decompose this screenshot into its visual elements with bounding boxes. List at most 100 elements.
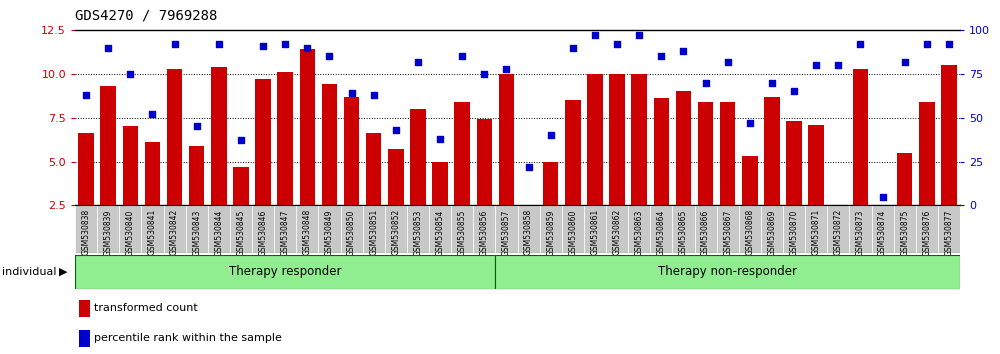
Text: GSM530877: GSM530877: [944, 209, 953, 256]
Bar: [831, 205, 846, 249]
Bar: [211, 67, 227, 249]
Text: GSM530876: GSM530876: [922, 209, 931, 256]
Bar: [255, 79, 271, 249]
Point: [78, 92, 94, 98]
Bar: [495, 255, 960, 289]
Bar: [473, 205, 495, 253]
Bar: [208, 205, 230, 253]
Text: GSM530873: GSM530873: [856, 209, 865, 256]
Bar: [786, 121, 802, 249]
Bar: [717, 205, 739, 253]
Bar: [300, 49, 315, 249]
Bar: [783, 205, 805, 253]
Bar: [274, 205, 296, 253]
Point: [565, 45, 581, 50]
Bar: [849, 205, 872, 253]
Bar: [720, 102, 735, 249]
Bar: [388, 149, 404, 249]
Point: [764, 80, 780, 85]
Point: [211, 41, 227, 47]
Text: ▶: ▶: [59, 267, 68, 277]
Point: [587, 33, 603, 38]
Point: [122, 71, 138, 77]
Bar: [631, 74, 647, 249]
Bar: [562, 205, 584, 253]
Point: [698, 80, 714, 85]
Point: [521, 164, 537, 170]
Text: GSM530854: GSM530854: [436, 209, 445, 256]
Bar: [97, 205, 119, 253]
Point: [543, 132, 559, 138]
Text: GSM530859: GSM530859: [546, 209, 555, 256]
Bar: [941, 65, 957, 249]
Point: [454, 53, 470, 59]
Bar: [875, 205, 890, 249]
Bar: [123, 126, 138, 249]
Bar: [827, 205, 849, 253]
Bar: [587, 74, 603, 249]
Point: [189, 124, 205, 129]
Bar: [808, 125, 824, 249]
Point: [875, 194, 891, 199]
Text: GSM530861: GSM530861: [590, 209, 599, 255]
Bar: [79, 330, 90, 347]
Bar: [189, 146, 204, 249]
Text: GSM530864: GSM530864: [657, 209, 666, 256]
Text: GSM530844: GSM530844: [214, 209, 223, 256]
Bar: [141, 205, 164, 253]
Bar: [805, 205, 827, 253]
Text: GSM530849: GSM530849: [325, 209, 334, 256]
Point: [167, 41, 183, 47]
Text: GSM530855: GSM530855: [458, 209, 467, 256]
Text: GSM530872: GSM530872: [834, 209, 843, 255]
Bar: [761, 205, 783, 253]
Bar: [340, 205, 363, 253]
Text: transformed count: transformed count: [94, 303, 198, 313]
Bar: [694, 205, 717, 253]
Bar: [385, 205, 407, 253]
Bar: [853, 69, 868, 249]
Text: GSM530866: GSM530866: [701, 209, 710, 256]
Point: [366, 92, 382, 98]
Bar: [322, 84, 337, 249]
Text: GSM530863: GSM530863: [635, 209, 644, 256]
Text: GSM530852: GSM530852: [391, 209, 400, 255]
Point: [144, 112, 160, 117]
Bar: [75, 255, 495, 289]
Bar: [410, 109, 426, 249]
Text: GSM530860: GSM530860: [568, 209, 577, 256]
Text: GSM530838: GSM530838: [82, 209, 91, 255]
Text: GSM530851: GSM530851: [369, 209, 378, 255]
Text: GSM530841: GSM530841: [148, 209, 157, 255]
Text: GDS4270 / 7969288: GDS4270 / 7969288: [75, 9, 217, 23]
Bar: [650, 205, 672, 253]
Point: [675, 48, 691, 54]
Text: GSM530846: GSM530846: [259, 209, 268, 256]
Bar: [454, 102, 470, 249]
Bar: [230, 205, 252, 253]
Text: GSM530858: GSM530858: [524, 209, 533, 255]
Point: [919, 41, 935, 47]
Bar: [739, 205, 761, 253]
Bar: [938, 205, 960, 253]
Point: [808, 62, 824, 68]
Point: [344, 90, 360, 96]
Text: GSM530847: GSM530847: [281, 209, 290, 256]
Bar: [429, 205, 451, 253]
Point: [476, 71, 492, 77]
Text: GSM530853: GSM530853: [413, 209, 422, 256]
Bar: [609, 74, 625, 249]
Text: GSM530856: GSM530856: [480, 209, 489, 256]
Point: [321, 53, 337, 59]
Bar: [698, 102, 713, 249]
Text: individual: individual: [2, 267, 56, 277]
Point: [609, 41, 625, 47]
Point: [255, 43, 271, 49]
Text: GSM530869: GSM530869: [767, 209, 776, 256]
Bar: [894, 205, 916, 253]
Text: GSM530868: GSM530868: [745, 209, 754, 255]
Bar: [672, 205, 694, 253]
Bar: [518, 205, 540, 253]
Text: GSM530867: GSM530867: [723, 209, 732, 256]
Text: GSM530845: GSM530845: [236, 209, 245, 256]
